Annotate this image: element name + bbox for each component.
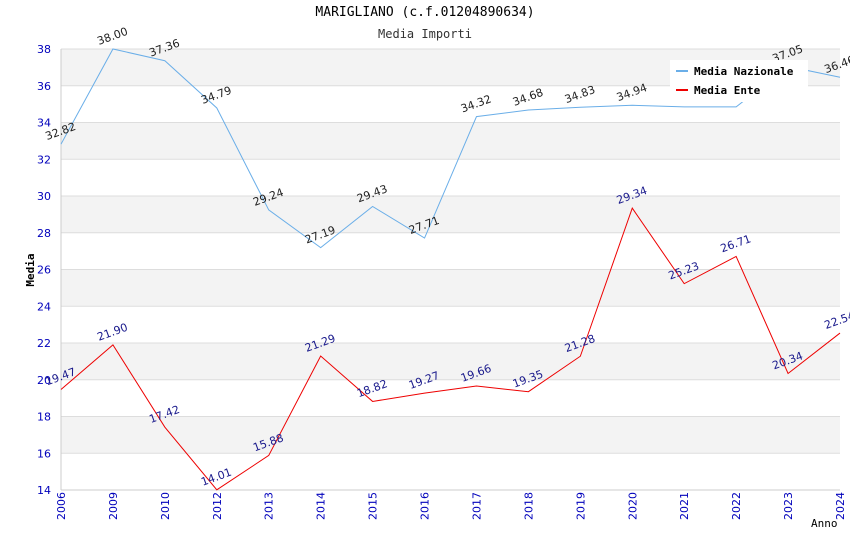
grid-band [61, 416, 840, 454]
y-tick-label: 14 [37, 484, 51, 497]
y-tick-label: 22 [37, 337, 51, 350]
y-tick-label: 30 [37, 190, 51, 203]
legend-swatch-nazionale [676, 70, 688, 72]
x-tick-label: 2009 [107, 492, 120, 520]
grid-band [61, 122, 840, 160]
y-tick-label: 34 [37, 117, 51, 130]
y-tick-label: 20 [37, 374, 51, 387]
x-tick-label: 2023 [782, 492, 795, 520]
series-line-ente [60, 207, 841, 491]
legend-label-ente: Media Ente [694, 83, 761, 97]
x-axis-label: Anno [811, 517, 838, 530]
x-tick-label: 2006 [55, 492, 68, 520]
x-tick-label: 2017 [470, 492, 483, 520]
legend: Media Nazionale Media Ente [670, 60, 808, 102]
grid-band [61, 379, 840, 417]
y-tick-label: 28 [37, 227, 51, 240]
x-tick-label: 2014 [315, 492, 328, 520]
x-tick-label: 2018 [522, 492, 535, 520]
x-tick-label: 2019 [574, 492, 587, 520]
x-tick-label: 2016 [419, 492, 432, 520]
data-label: 38.00 [96, 25, 130, 48]
grid-band [61, 269, 840, 307]
x-tick-label: 2012 [211, 492, 224, 520]
x-tick-label: 2013 [263, 492, 276, 520]
y-axis-label: Media [24, 253, 37, 286]
grid-band [61, 453, 840, 490]
y-tick-label: 32 [37, 153, 51, 166]
grid-band [61, 196, 840, 233]
x-tick-label: 2021 [678, 492, 691, 520]
legend-label-nazionale: Media Nazionale [694, 64, 794, 78]
y-tick-label: 26 [37, 264, 51, 277]
legend-swatch-ente [676, 89, 688, 91]
x-tick-label: 2020 [626, 492, 639, 520]
grid-band [61, 306, 840, 343]
y-tick-label: 38 [37, 43, 51, 56]
y-tick-label: 18 [37, 411, 51, 424]
grid-band [61, 343, 840, 380]
y-tick-label: 16 [37, 447, 51, 460]
series-line-nazionale [60, 48, 841, 249]
x-tick-label: 2022 [730, 492, 743, 520]
legend-item-nazionale: Media Nazionale [676, 63, 793, 79]
x-tick-label: 2010 [159, 492, 172, 520]
y-tick-label: 36 [37, 80, 51, 93]
chart-subtitle: Media Importi [378, 27, 472, 41]
y-tick-label: 24 [37, 300, 51, 313]
chart-title: MARIGLIANO (c.f.01204890634) [315, 5, 535, 20]
x-tick-label: 2024 [834, 492, 847, 520]
legend-item-ente: Media Ente [676, 82, 760, 98]
x-tick-label: 2015 [367, 492, 380, 520]
grid-band [61, 232, 840, 270]
